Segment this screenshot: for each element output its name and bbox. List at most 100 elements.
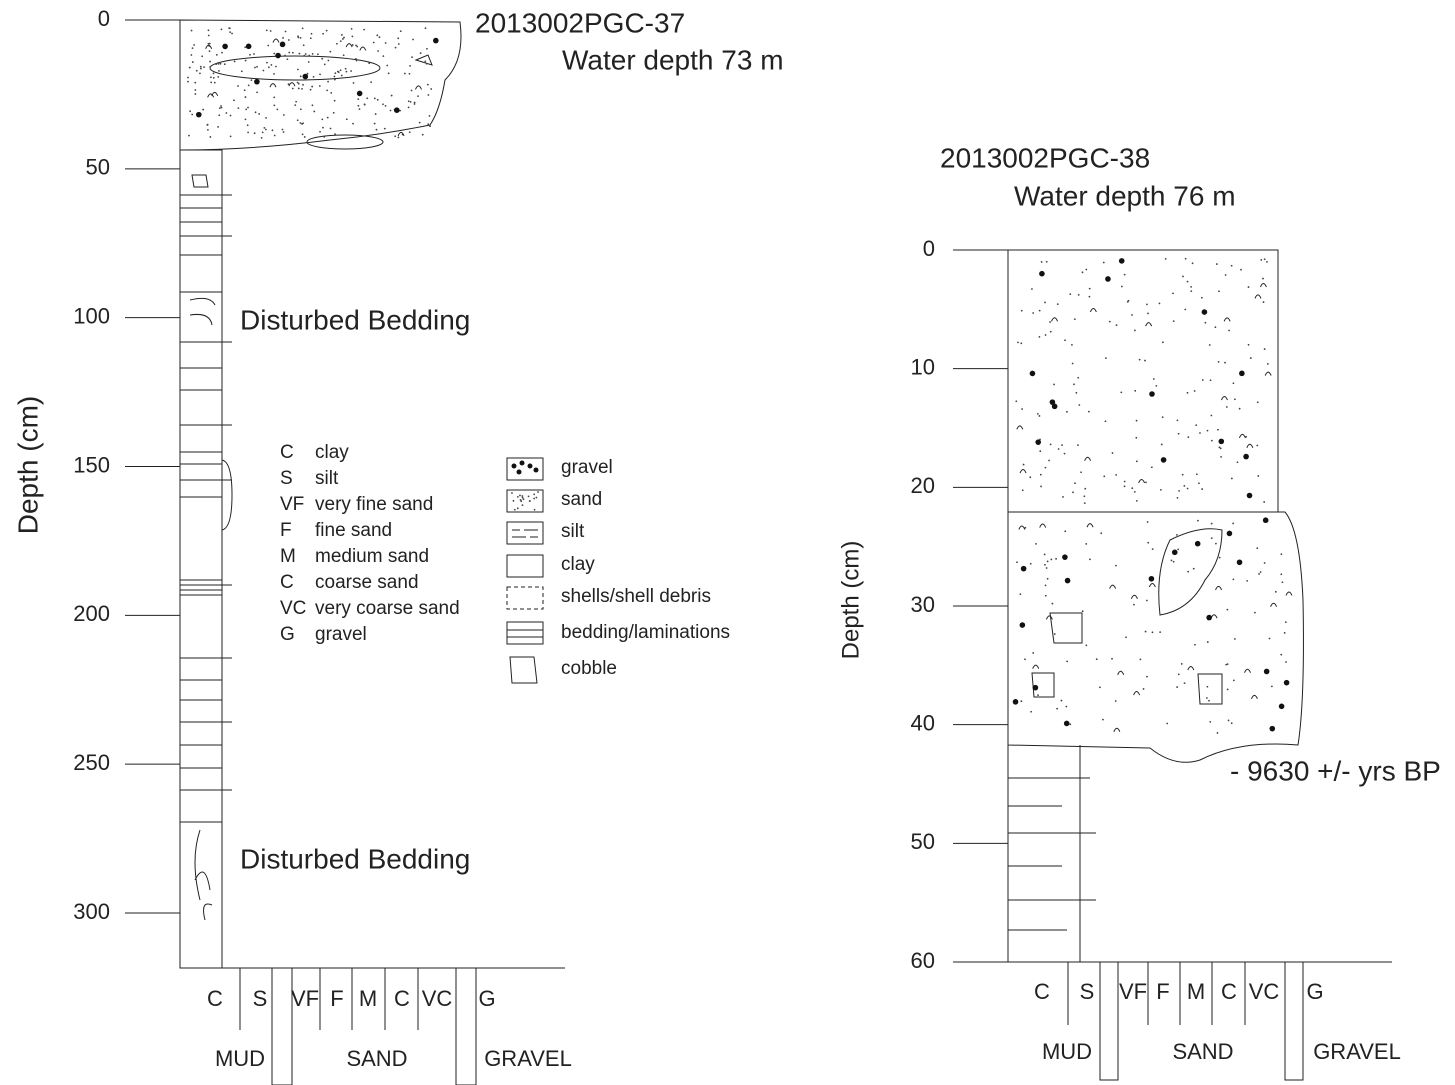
sand-grain (234, 61, 236, 63)
core-title: 2013002PGC-37 (475, 7, 685, 38)
sand-grain (523, 498, 525, 500)
sand-grain (305, 53, 307, 55)
sand-grain (1199, 432, 1201, 434)
legend-label: gravel (315, 624, 367, 645)
sand-grain (1021, 310, 1023, 312)
sand-grain (1136, 500, 1138, 502)
sand-grain (1173, 320, 1175, 322)
sand-grain (245, 108, 247, 110)
sand-grain (1075, 392, 1077, 394)
sand-grain (1077, 444, 1079, 446)
sand-grain (274, 135, 276, 137)
sand-grain (292, 88, 294, 90)
gravel-grain (1247, 493, 1253, 499)
sand-grain (1111, 658, 1113, 660)
sand-grain (191, 114, 193, 116)
sand-grain (1072, 363, 1074, 365)
sand-grain (327, 60, 329, 62)
sand-grain (1181, 663, 1183, 665)
sand-grain (1044, 302, 1046, 304)
sand-grain (302, 133, 304, 135)
sand-grain (1031, 288, 1033, 290)
sand-grain (1147, 521, 1149, 523)
sand-grain (1254, 612, 1256, 614)
depth-tick-label: 250 (73, 750, 110, 775)
sand-grain (374, 98, 376, 100)
gravel-grain (246, 43, 252, 49)
sand-grain (1234, 638, 1236, 640)
legend-symbol-label: silt (561, 521, 585, 542)
sand-grain (533, 498, 535, 500)
depth-tick-label: 30 (911, 592, 935, 617)
sand-grain (1201, 297, 1203, 299)
sand-grain (1152, 631, 1154, 633)
sand-grain (1023, 464, 1025, 466)
sand-grain (210, 76, 212, 78)
gravel-grain (1020, 622, 1026, 628)
core-logs: 2013002PGC-37 Water depth 73 m 2013002PG… (0, 0, 1455, 1085)
sand-grain (261, 137, 263, 139)
annotation: Disturbed Bedding (240, 304, 470, 335)
sand-grain (1074, 318, 1076, 320)
grain-label: VF (1119, 979, 1147, 1004)
sand-grain (189, 67, 191, 69)
lens (210, 56, 380, 80)
sand-grain (1024, 658, 1026, 660)
sand-grain (247, 124, 249, 126)
gravel-grain (1284, 680, 1290, 686)
bedding-pattern (507, 630, 543, 637)
gravel-grain (517, 470, 522, 475)
sand-grain (430, 88, 432, 90)
sand-grain (1083, 495, 1085, 497)
shell (1040, 524, 1046, 528)
shell (398, 132, 404, 136)
sand-grain (351, 36, 353, 38)
sand-grain (1047, 561, 1049, 563)
sand-grain (286, 58, 288, 60)
sand-grain (300, 108, 302, 110)
shell (1019, 526, 1025, 530)
sand-grain (285, 31, 287, 33)
shell (1216, 586, 1222, 590)
sand-grain (417, 95, 419, 97)
sand-grain (353, 82, 355, 84)
sand-grain (1044, 564, 1046, 566)
sand-grain (1134, 330, 1136, 332)
gravel-grain (1237, 559, 1243, 565)
gravel-grain (280, 42, 286, 48)
sand-grain (377, 50, 379, 52)
sand-grain (1178, 433, 1180, 435)
sand-grain (1084, 502, 1086, 504)
sand-grain (273, 105, 275, 107)
sand-grain (1226, 609, 1228, 611)
sand-grain (357, 98, 359, 100)
gravel-grain (1105, 276, 1111, 282)
sand-grain (1217, 429, 1219, 431)
sand-grain (303, 44, 305, 46)
sand-grain (1147, 313, 1149, 315)
sand-grain (426, 63, 428, 65)
sand-grain (191, 30, 193, 32)
sand-grain (254, 132, 256, 134)
gravel-grain (1264, 669, 1270, 675)
sand-grain (1211, 440, 1213, 442)
sand-grain (1211, 523, 1213, 525)
sand-grain (282, 129, 284, 131)
sand-grain (1062, 496, 1064, 498)
shell (1224, 318, 1230, 322)
sand-grain (1016, 561, 1018, 563)
sand-grain (1190, 290, 1192, 292)
gravel-grain (1218, 439, 1224, 445)
sand-grain (230, 136, 232, 138)
sand-grain (343, 54, 345, 56)
sand-grain (1207, 641, 1209, 643)
sand-grain (1233, 679, 1235, 681)
sand-grain (1228, 720, 1230, 722)
legend-code: VC (280, 598, 306, 619)
sand-grain (334, 100, 336, 102)
sand-grain (370, 81, 372, 83)
sand-grain (1267, 363, 1269, 365)
sand-grain (1109, 321, 1111, 323)
sand-grain (426, 48, 428, 50)
sand-grain (414, 103, 416, 105)
